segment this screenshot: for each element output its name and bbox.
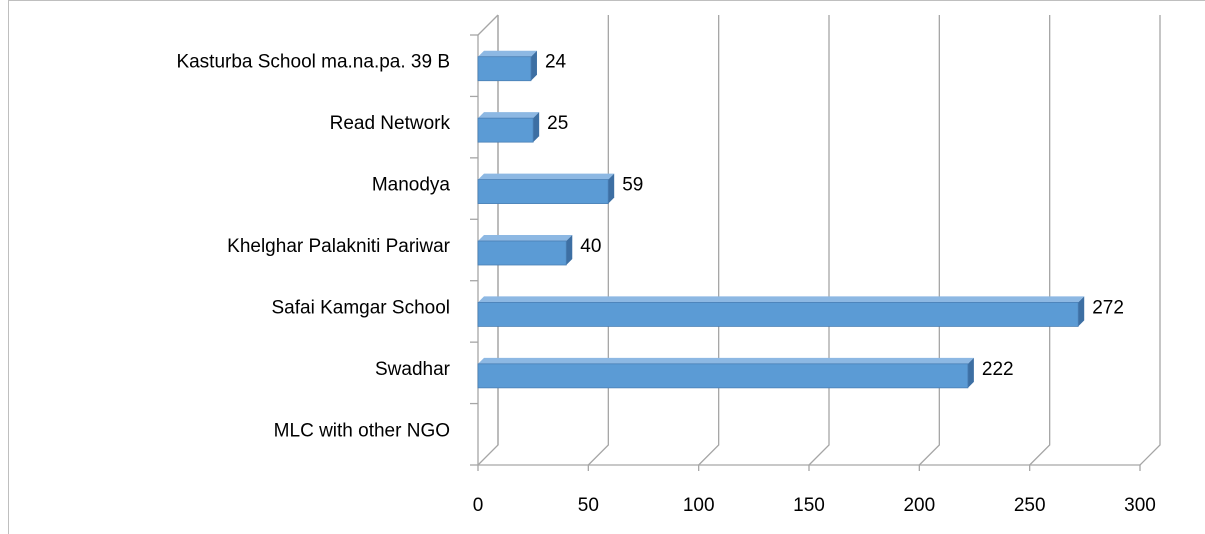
data-label: 40	[580, 236, 601, 257]
x-tick-label: 250	[1014, 495, 1046, 516]
data-label: 24	[545, 52, 567, 73]
x-tick-label: 0	[473, 495, 484, 516]
x-tick-label: 300	[1124, 495, 1156, 516]
data-label: 59	[622, 175, 643, 196]
data-label: 272	[1092, 297, 1124, 318]
bar-top	[478, 357, 974, 364]
bar	[477, 56, 532, 82]
grid-line	[918, 15, 940, 466]
x-tick-label: 50	[578, 495, 599, 516]
bar-side	[967, 357, 974, 388]
chart-frame	[8, 0, 1205, 534]
bar-side	[530, 50, 537, 81]
y-tick-label: Read Network	[330, 113, 451, 134]
x-tick-label: 100	[683, 495, 715, 516]
y-tick-label: Safai Kamgar School	[272, 297, 451, 318]
bar-top	[478, 112, 540, 119]
y-tick-label: Manodya	[372, 175, 451, 196]
bar-side	[566, 235, 573, 265]
bar	[477, 302, 1079, 327]
bar	[477, 363, 969, 389]
bar	[477, 179, 609, 204]
data-label: 222	[982, 359, 1014, 380]
y-tick-label: MLC with other NGO	[274, 420, 450, 441]
bar-top	[478, 296, 1085, 303]
bar-side	[1078, 296, 1085, 327]
grid-line	[1139, 15, 1161, 466]
grid-line	[587, 15, 609, 466]
bar-top	[478, 235, 573, 241]
grid-line	[698, 15, 720, 466]
bar-side	[608, 173, 615, 204]
bar-top	[478, 173, 615, 180]
x-tick-label: 150	[793, 495, 825, 516]
grid-line	[477, 15, 499, 466]
x-tick-label: 200	[903, 495, 935, 516]
grid-line	[808, 15, 830, 466]
axis-line	[477, 14, 499, 36]
y-tick-label: Kasturba School ma.na.pa. 39 B	[176, 52, 450, 73]
bar	[477, 240, 567, 266]
y-tick-label: Khelghar Palakniti Pariwar	[227, 236, 451, 257]
bar-side	[533, 112, 540, 143]
bar	[477, 117, 534, 143]
grid-line	[1029, 15, 1051, 466]
y-tick-label: Swadhar	[375, 359, 451, 380]
data-label: 25	[547, 113, 568, 134]
bar-top	[478, 50, 537, 57]
